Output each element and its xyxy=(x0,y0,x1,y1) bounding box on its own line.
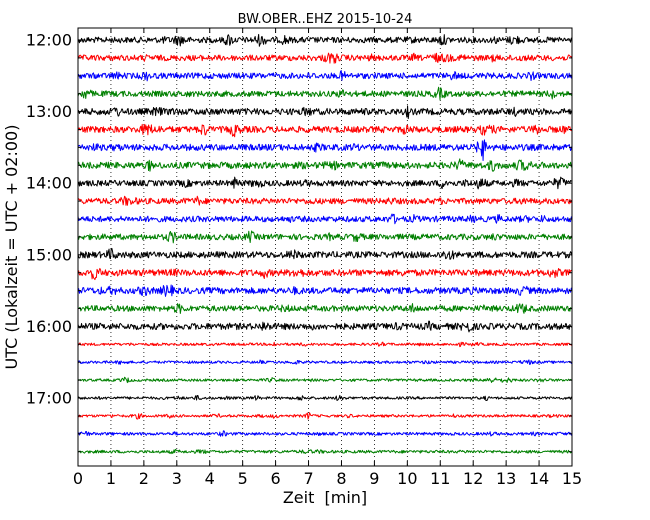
chart-title: BW.OBER..EHZ 2015-10-24 xyxy=(238,12,413,27)
x-tick-label: 10 xyxy=(397,469,417,488)
trace-row-1515 xyxy=(77,267,573,281)
trace-row-1430 xyxy=(77,213,573,225)
y-tick-label: 16:00 xyxy=(26,317,72,336)
y-tick-label: 12:00 xyxy=(26,31,72,50)
trace-row-1700 xyxy=(77,394,573,402)
x-tick-label: 9 xyxy=(369,469,379,488)
trace-row-1730 xyxy=(77,430,573,437)
x-tick-label: 12 xyxy=(463,469,483,488)
trace-row-1345 xyxy=(77,158,573,172)
x-tick-label: 13 xyxy=(496,469,516,488)
x-tick-label: 0 xyxy=(73,469,83,488)
x-axis-ticks: 0 1 2 3 4 5 6 7 8 9 10 11 12 13 14 15 xyxy=(73,28,582,488)
y-tick-label: 17:00 xyxy=(26,389,72,408)
x-tick-label: 15 xyxy=(562,469,582,488)
plot-frame xyxy=(77,27,573,467)
y-axis-label: UTC (Lokalzeit = UTC + 02:00) xyxy=(2,125,21,370)
x-tick-label: 7 xyxy=(303,469,313,488)
trace-row-1330 xyxy=(77,139,573,161)
trace-row-1615 xyxy=(77,341,573,348)
trace-row-1230 xyxy=(77,70,573,82)
x-tick-label: 11 xyxy=(430,469,450,488)
trace-row-1315 xyxy=(77,123,573,138)
x-tick-label: 5 xyxy=(238,469,248,488)
y-tick-label: 13:00 xyxy=(26,102,72,121)
y-axis-ticks: 12:00 13:00 14:00 15:00 16:00 17:00 xyxy=(26,31,572,453)
x-tick-label: 1 xyxy=(106,469,116,488)
trace-row-1630 xyxy=(77,359,573,365)
trace-row-1745 xyxy=(77,448,573,455)
x-tick-label: 6 xyxy=(271,469,281,488)
trace-row-1300 xyxy=(77,105,573,120)
trace-row-1400 xyxy=(77,176,573,190)
x-axis-label: Zeit [min] xyxy=(283,488,367,507)
trace-row-1245 xyxy=(77,86,573,101)
x-tick-label: 2 xyxy=(139,469,149,488)
trace-row-1415 xyxy=(77,195,573,206)
y-tick-label: 14:00 xyxy=(26,174,72,193)
trace-row-1530 xyxy=(77,284,573,297)
trace-row-1445 xyxy=(77,230,573,244)
trace-row-1645 xyxy=(77,376,573,384)
x-tick-label: 8 xyxy=(336,469,346,488)
trace-row-1545 xyxy=(77,303,573,314)
x-tick-label: 3 xyxy=(172,469,182,488)
trace-row-1500 xyxy=(77,247,573,260)
y-tick-label: 15:00 xyxy=(26,245,72,264)
trace-row-1215 xyxy=(77,52,573,64)
trace-row-1200 xyxy=(77,33,573,47)
x-tick-label: 4 xyxy=(205,469,215,488)
trace-row-1600 xyxy=(77,320,573,333)
trace-layer xyxy=(77,33,573,455)
trace-row-1715 xyxy=(77,412,573,420)
x-tick-label: 14 xyxy=(529,469,549,488)
